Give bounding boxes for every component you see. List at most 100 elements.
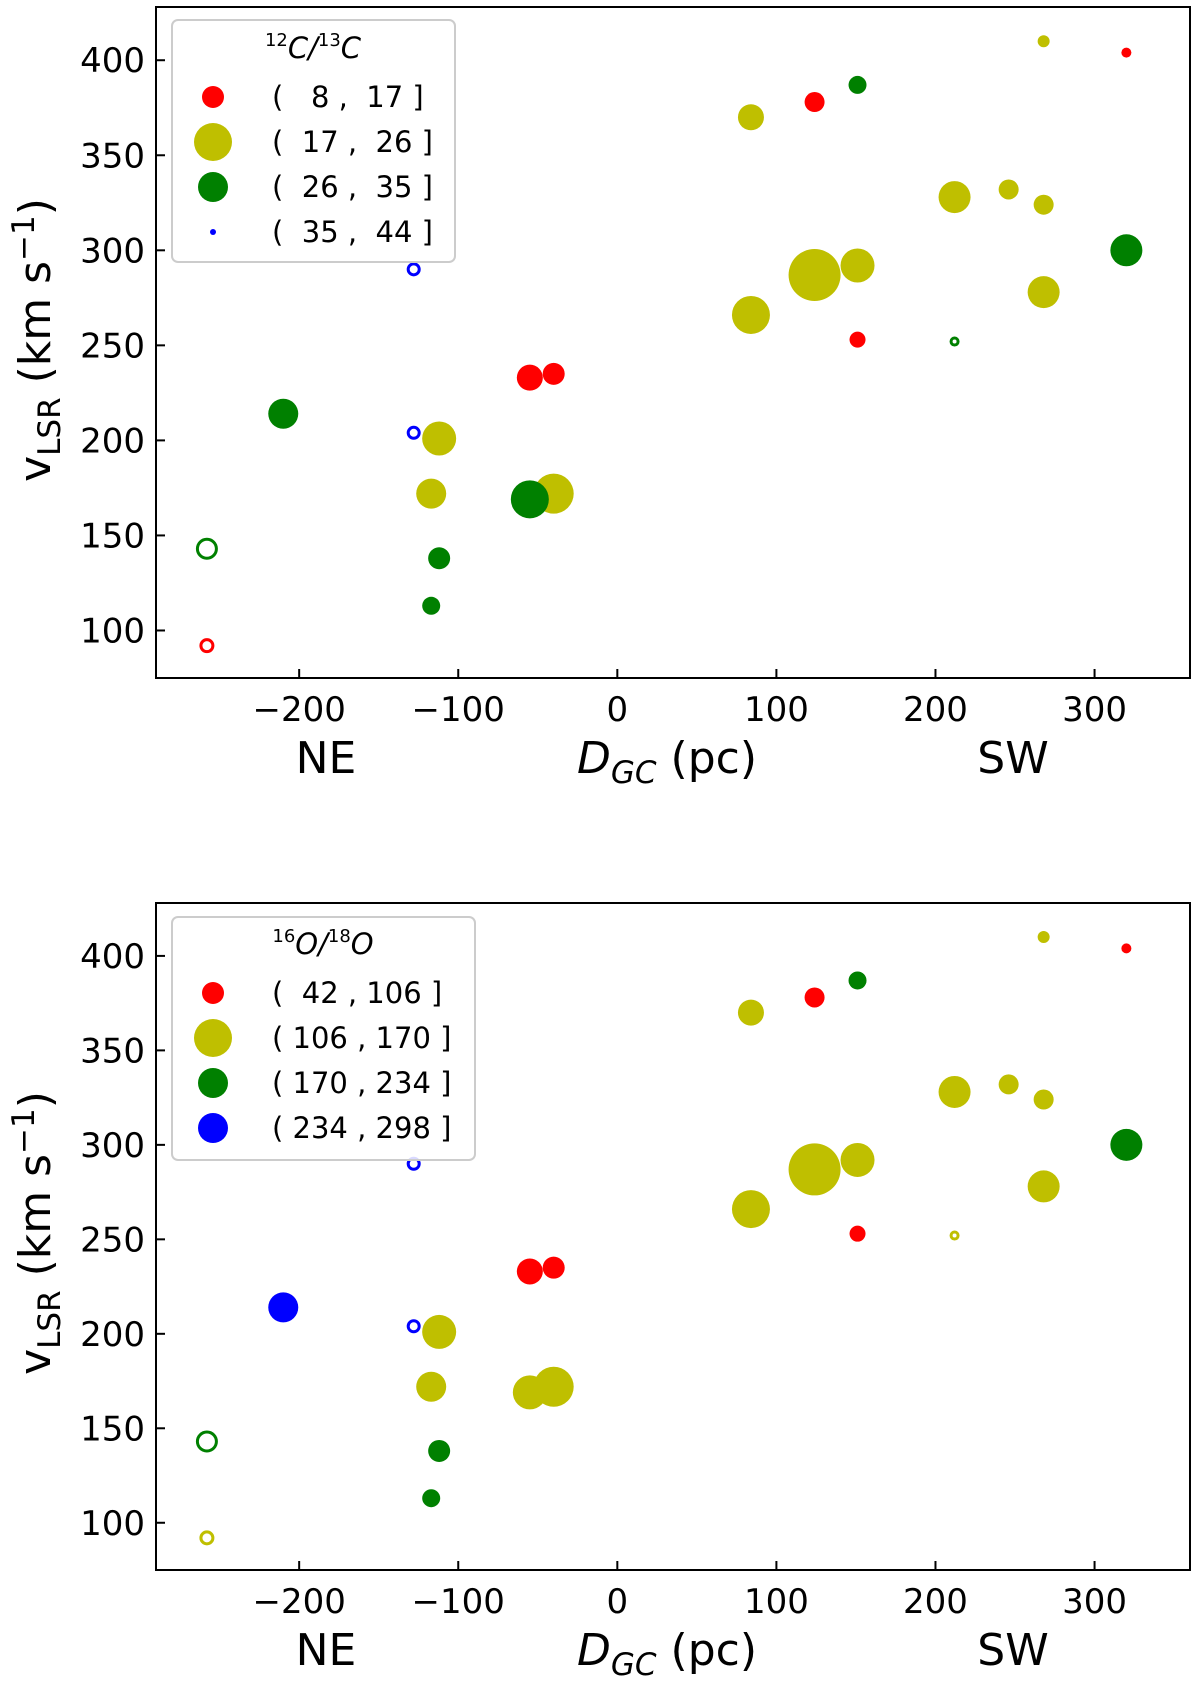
x-tick-label: 0 xyxy=(607,690,629,730)
data-point xyxy=(406,262,421,277)
data-point xyxy=(195,537,218,560)
data-point xyxy=(737,999,764,1026)
y-tick-label: 150 xyxy=(80,516,145,556)
x-tick-label: −100 xyxy=(412,690,505,730)
data-point xyxy=(416,478,447,509)
x-tick-label: 300 xyxy=(1062,690,1127,730)
y-tick-label: 350 xyxy=(80,136,145,176)
data-point xyxy=(542,362,565,385)
y-tick-label: 350 xyxy=(80,1031,145,1071)
legend-marker-olive xyxy=(194,123,232,161)
x-tick-label: 100 xyxy=(744,690,809,730)
x-tick-label: −200 xyxy=(252,690,345,730)
data-point xyxy=(1033,194,1054,215)
data-point xyxy=(512,1375,547,1410)
y-tick-label: 300 xyxy=(80,231,145,271)
data-point xyxy=(199,1530,215,1546)
legend-title: 16O/18O xyxy=(272,926,373,961)
legend-label: ( 26 , 35 ] xyxy=(272,170,433,204)
data-point xyxy=(416,1371,447,1402)
data-point xyxy=(428,547,451,570)
legend-marker-blue xyxy=(198,1113,228,1143)
legend-box xyxy=(171,916,476,1161)
legend-box xyxy=(171,19,456,263)
legend-marker-red xyxy=(202,982,224,1004)
data-point xyxy=(1033,1089,1054,1110)
data-point xyxy=(422,1314,457,1349)
legend-marker-red xyxy=(202,86,224,108)
plot-frame xyxy=(155,902,1191,1571)
y-axis-label: vLSR (km s−1) xyxy=(6,198,68,482)
legend-marker-olive xyxy=(194,1019,232,1057)
y-tick-label: 400 xyxy=(80,41,145,81)
legend-label: ( 106 , 170 ] xyxy=(272,1021,451,1055)
data-point xyxy=(938,1075,971,1108)
y-tick-label: 100 xyxy=(80,611,145,651)
data-point xyxy=(406,425,421,440)
x-tick-label: −100 xyxy=(412,1582,505,1622)
legend-marker-green xyxy=(198,172,228,202)
direction-label-sw: SW xyxy=(977,733,1048,784)
data-point xyxy=(1121,47,1132,58)
x-tick-label: 200 xyxy=(903,1582,968,1622)
data-point xyxy=(1027,1170,1060,1203)
data-point xyxy=(268,1292,299,1323)
legend-label: ( 170 , 234 ] xyxy=(272,1066,451,1100)
data-point xyxy=(406,1319,421,1334)
x-axis-label: DGC (pc) xyxy=(577,1625,757,1683)
direction-label-ne: NE xyxy=(296,733,357,784)
data-point xyxy=(849,1225,866,1242)
direction-label-ne: NE xyxy=(296,1625,357,1676)
data-point xyxy=(1037,931,1050,944)
data-point xyxy=(998,179,1019,200)
data-point xyxy=(1037,35,1050,48)
y-tick-label: 300 xyxy=(80,1126,145,1166)
legend: 12C/13C ( 8 , 17 ] ( 17 , 26 ] ( 26 , 35… xyxy=(171,19,456,263)
legend-label: ( 234 , 298 ] xyxy=(272,1111,451,1145)
legend-title: 12C/13C xyxy=(265,30,362,65)
x-tick-label: 0 xyxy=(607,1582,629,1622)
data-point xyxy=(428,1439,451,1462)
data-point xyxy=(849,331,866,348)
direction-label-sw: SW xyxy=(977,1625,1048,1676)
scatter-points xyxy=(195,931,1143,1546)
legend-label: ( 42 , 106 ] xyxy=(272,976,442,1010)
legend-label: ( 17 , 26 ] xyxy=(272,125,433,159)
y-tick-label: 150 xyxy=(80,1409,145,1449)
data-point xyxy=(949,336,960,347)
y-tick-label: 400 xyxy=(80,937,145,977)
scatter-points xyxy=(195,35,1143,654)
data-point xyxy=(422,1489,441,1508)
y-axis-label: vLSR (km s−1) xyxy=(6,1091,68,1375)
legend-label: ( 8 , 17 ] xyxy=(272,80,424,114)
x-tick-label: 300 xyxy=(1062,1582,1127,1622)
x-tick-label: 100 xyxy=(744,1582,809,1622)
legend: 16O/18O ( 42 , 106 ] ( 106 , 170 ] ( 170… xyxy=(171,916,476,1161)
data-point xyxy=(1121,943,1132,954)
axis-ticks: −200 −100 0 100 200 300 100 150 200 250 300 350 400 xyxy=(80,41,1127,730)
panel-oxygen-ratio: −200 −100 0 100 200 300100150200250300350400 … xyxy=(6,902,1191,1683)
data-point xyxy=(737,104,764,131)
panel-carbon-ratio: −200 −100 0 100 200 300100150200250300350400 … xyxy=(6,6,1191,791)
x-tick-label: −200 xyxy=(252,1582,345,1622)
data-point xyxy=(731,295,770,334)
data-point xyxy=(848,971,867,990)
data-point xyxy=(840,1142,875,1177)
data-point xyxy=(938,181,971,214)
y-tick-label: 200 xyxy=(80,1315,145,1355)
data-point xyxy=(731,1190,770,1229)
y-tick-label: 250 xyxy=(80,326,145,366)
axis-ticks: −200 −100 0 100 200 300 100 150 200 250 300 350 400 xyxy=(80,937,1127,1622)
data-point xyxy=(998,1074,1019,1095)
data-point xyxy=(804,92,825,113)
data-point xyxy=(1027,276,1060,309)
data-point xyxy=(542,1256,565,1279)
data-point xyxy=(1110,234,1143,267)
y-tick-label: 250 xyxy=(80,1220,145,1260)
data-point xyxy=(510,480,549,519)
x-tick-label: 200 xyxy=(903,690,968,730)
data-point xyxy=(840,248,875,283)
data-point xyxy=(268,398,299,429)
y-tick-label: 200 xyxy=(80,421,145,461)
